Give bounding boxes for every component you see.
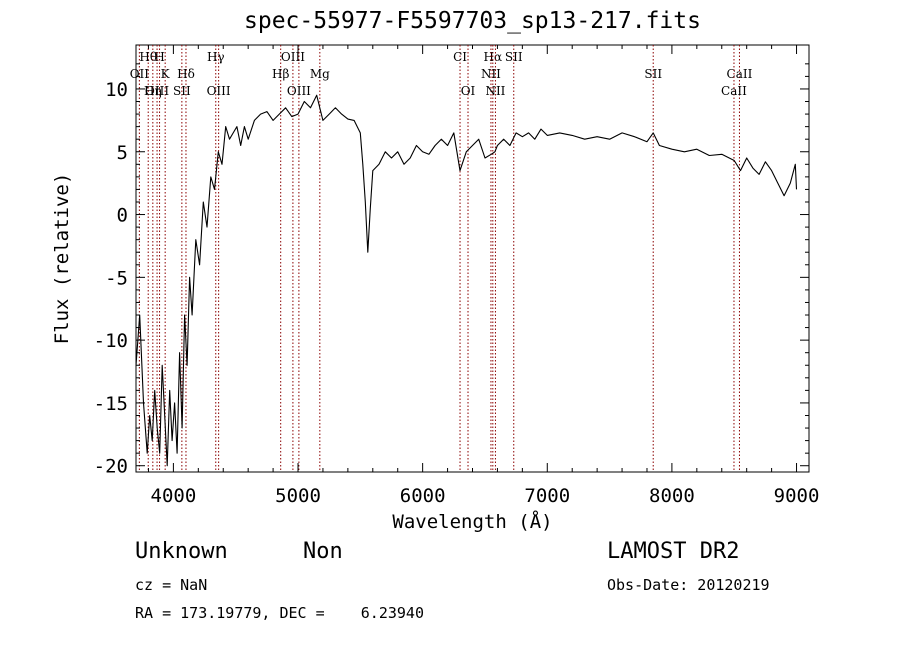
x-axis-label: Wavelength (Å) <box>392 510 552 533</box>
redshift-cz: cz = NaN <box>135 576 208 594</box>
line-label: OIII <box>281 50 305 64</box>
coordinates: RA = 173.19779, DEC = 6.23940 <box>135 604 424 622</box>
line-label: NII <box>485 84 505 98</box>
object-class: Unknown <box>135 539 228 564</box>
y-tick-label: 0 <box>117 205 128 227</box>
line-label: Mg <box>310 67 330 81</box>
y-tick-label: -15 <box>94 393 128 415</box>
line-label: Hβ <box>272 67 289 81</box>
line-label: H <box>154 50 164 64</box>
x-tick-label: 9000 <box>774 485 820 507</box>
x-tick-label: 5000 <box>275 485 321 507</box>
plot-frame <box>135 44 810 473</box>
line-label: CaII <box>727 67 753 81</box>
y-tick-label: 10 <box>105 79 128 101</box>
observation-date: Obs-Date: 20120219 <box>607 576 770 594</box>
line-label: Hη <box>144 84 162 98</box>
line-label: Hδ <box>177 67 195 81</box>
line-label: CaII <box>721 84 747 98</box>
spectrum-line <box>135 94 798 467</box>
y-tick-label: 5 <box>117 142 128 164</box>
x-tick-label: 8000 <box>649 485 695 507</box>
line-label: OIII <box>207 84 231 98</box>
y-tick-label: -10 <box>94 330 128 352</box>
line-label: OIII <box>145 84 169 98</box>
line-label: Hγ <box>207 50 225 64</box>
x-tick-label: 4000 <box>151 485 197 507</box>
line-label: SII <box>644 67 662 81</box>
line-label: OI <box>461 84 476 98</box>
line-label: K <box>161 67 171 81</box>
line-label: SII <box>173 84 191 98</box>
y-axis-label: Flux (relative) <box>51 173 73 345</box>
y-tick-label: -20 <box>94 456 128 478</box>
chart-title: spec-55977-F5597703_sp13-217.fits <box>244 8 701 34</box>
x-tick-label: 6000 <box>400 485 446 507</box>
line-label: NII <box>481 67 501 81</box>
line-label: Hα <box>484 50 503 64</box>
y-tick-label: -5 <box>105 267 128 289</box>
line-label: SII <box>505 50 523 64</box>
line-label: CI <box>453 50 467 64</box>
survey-name: LAMOST DR2 <box>607 539 740 564</box>
line-label: OII <box>130 67 150 81</box>
line-label: OIII <box>287 84 311 98</box>
object-subclass: Non <box>303 539 343 564</box>
x-tick-label: 7000 <box>524 485 570 507</box>
